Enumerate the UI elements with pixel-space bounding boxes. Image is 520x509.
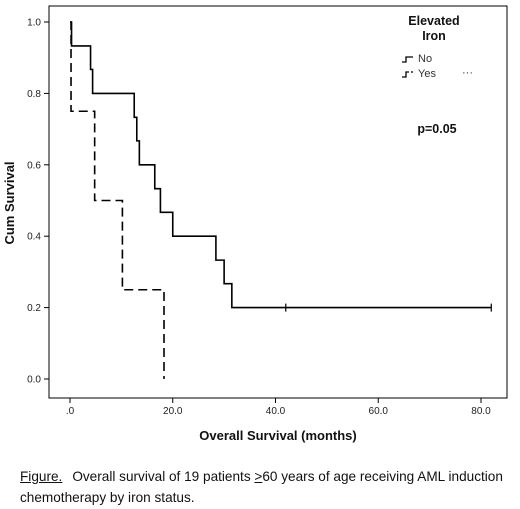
caption-text-before: Overall survival of 19 patients [72, 469, 255, 484]
series-line-yes [70, 21, 165, 379]
legend-label-yes: Yes [418, 68, 436, 80]
x-axis-ticks: .0 20.0 40.0 60.0 80.0 [66, 398, 491, 417]
x-tick-label: .0 [66, 406, 75, 417]
figure-caption: Figure. Overall survival of 19 patients >… [20, 466, 510, 508]
y-axis-ticks: 0.0 0.2 0.4 0.6 0.8 1.0 [27, 18, 49, 386]
p-value-annotation: p=0.05 [417, 122, 456, 136]
survival-chart: 0.0 0.2 0.4 0.6 0.8 1.0 .0 20.0 40.0 60.0 80.0 Cu… [2, 5, 508, 443]
y-tick-label: 0.0 [27, 375, 41, 386]
legend: Elevated Iron No Yes ··· [402, 14, 473, 80]
y-tick-label: 0.6 [27, 160, 41, 171]
x-tick-label: 80.0 [471, 406, 491, 417]
x-tick-label: 60.0 [369, 406, 389, 417]
censor-marks [285, 303, 492, 312]
y-axis-title: Cum Survival [2, 161, 17, 244]
y-tick-label: 0.8 [27, 89, 41, 100]
y-tick-label: 0.4 [27, 232, 41, 243]
legend-censor-marker-yes: ··· [462, 67, 473, 79]
legend-title-line2: Iron [422, 29, 446, 43]
x-tick-label: 20.0 [163, 406, 183, 417]
caption-text-after: 60 years of age receiving AML induction … [20, 469, 503, 505]
caption-label-suffix: . [58, 469, 63, 484]
x-axis-title: Overall Survival (months) [199, 428, 357, 443]
legend-label-no: No [418, 53, 432, 65]
survival-curves [70, 21, 492, 379]
legend-swatch-yes [402, 71, 413, 78]
legend-title-line1: Elevated [408, 14, 459, 28]
plot-frame [48, 5, 508, 399]
y-tick-label: 1.0 [27, 18, 41, 29]
x-tick-label: 40.0 [266, 406, 286, 417]
caption-label-text: Figure [20, 469, 59, 484]
y-tick-label: 0.2 [27, 303, 41, 314]
series-line-no [70, 21, 492, 309]
caption-ge-symbol: > [254, 469, 263, 484]
legend-swatch-no [402, 56, 413, 63]
caption-label: Figure. [20, 469, 62, 484]
